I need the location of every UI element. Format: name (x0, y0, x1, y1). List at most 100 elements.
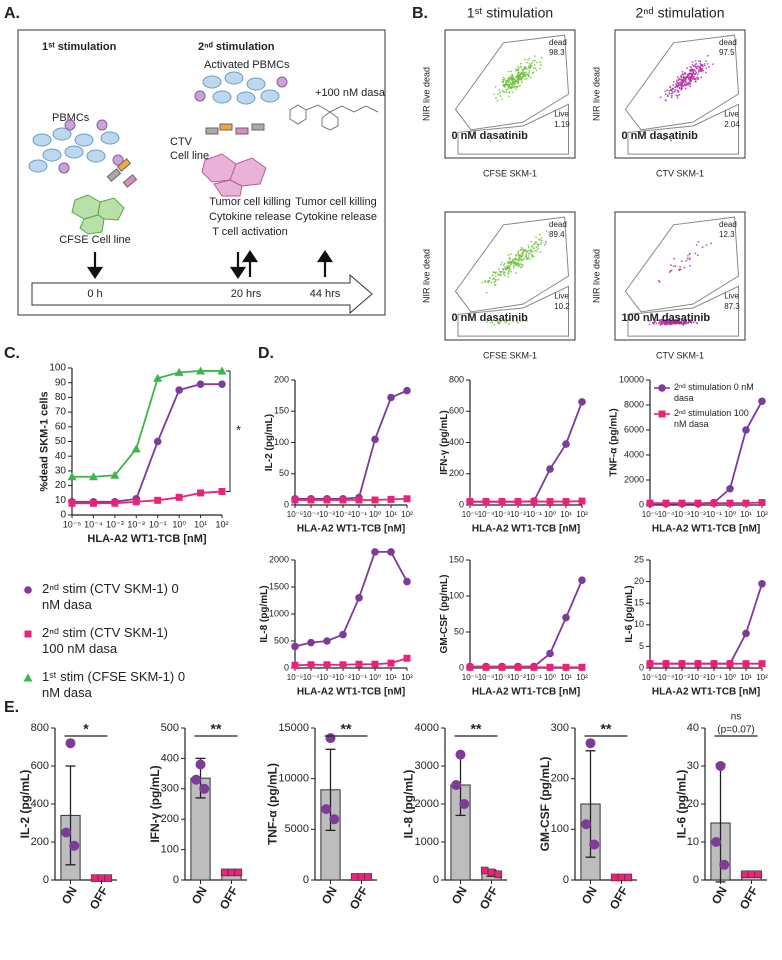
flow-event (544, 242, 547, 245)
y-axis-label: IL-8 (pg/mL) (259, 585, 270, 642)
flow-event (530, 65, 533, 68)
x-tick-label: 10² (401, 510, 413, 519)
marker (726, 660, 734, 668)
flow-event (511, 75, 514, 78)
flow-event (536, 61, 538, 64)
flow-event (502, 78, 505, 81)
flow-event (672, 265, 675, 268)
flow-event (506, 88, 508, 91)
flow-event (676, 82, 679, 84)
marker (758, 397, 766, 406)
y-tick-label: 1500 (269, 581, 289, 591)
flow-event (664, 93, 667, 96)
marker (403, 386, 411, 395)
flow-event (495, 319, 498, 322)
flow-event (530, 240, 533, 243)
marker (387, 393, 395, 402)
flow-event (517, 322, 519, 324)
replicate-point (581, 819, 592, 830)
category-label: OFF (347, 884, 371, 912)
x-axis-label: HLA-A2 WT1-TCB [nM] (652, 687, 760, 698)
significance-label: * (236, 423, 241, 438)
y-tick-label: 0 (639, 662, 644, 672)
flow-event (494, 283, 497, 286)
flow-event (683, 72, 686, 75)
flow-event (498, 140, 501, 143)
readout-44: Cytokine release (295, 211, 377, 223)
flow-event (517, 75, 519, 77)
x-tick-label: 10² (576, 510, 588, 519)
ctv-cells (201, 153, 267, 197)
flow-event (697, 60, 700, 63)
panel-label: C. (4, 345, 20, 362)
marker (482, 498, 490, 506)
flow-event (680, 89, 683, 91)
flow-event (494, 85, 497, 88)
flow-event (685, 78, 687, 81)
y-tick-label: 0 (173, 874, 179, 886)
flow-event (696, 65, 699, 68)
flow-event (494, 272, 497, 274)
marker (578, 663, 586, 671)
flow-event (681, 73, 684, 76)
replicate-point (227, 868, 236, 877)
flow-event (669, 88, 672, 91)
flow-event (535, 69, 538, 72)
flow-event (508, 323, 510, 325)
replicate-point (195, 759, 206, 770)
y-tick-label: 50 (279, 468, 289, 478)
x-axis-label: HLA-A2 WT1-TCB [nM] (297, 687, 405, 698)
flow-event (496, 99, 499, 102)
flow-event (517, 252, 520, 255)
series-line (72, 370, 222, 478)
series-line (295, 389, 408, 500)
y-axis-label: IL-2 (pg/mL) (264, 414, 275, 471)
marker (758, 579, 766, 588)
flow-event (691, 69, 694, 72)
flow-event (516, 66, 519, 68)
flow-event (512, 260, 514, 263)
marker (355, 594, 363, 602)
flow-event (485, 291, 488, 294)
replicate-point (494, 870, 503, 879)
marker (482, 663, 490, 671)
series-line (72, 383, 222, 503)
marker (371, 548, 379, 556)
x-tick-label: 10⁻⁵ (287, 673, 303, 682)
flow-event (509, 268, 512, 271)
y-tick-label: 40 (687, 722, 699, 734)
flow-event (481, 281, 483, 284)
flow-event (509, 253, 512, 256)
flow-event (681, 138, 683, 141)
replicate-point (65, 738, 76, 749)
flow-event (689, 264, 691, 267)
marker (131, 444, 141, 453)
x-axis-label: CFSE SKM-1 (483, 168, 537, 178)
flow-event (540, 239, 543, 242)
dead-gate (454, 216, 570, 313)
marker (578, 576, 586, 584)
y-tick-label: 15 (634, 598, 644, 608)
flow-event (514, 255, 517, 257)
flow-event (660, 318, 663, 321)
flow-event (676, 79, 678, 82)
flow-event (498, 268, 500, 270)
y-tick-label: 20 (634, 576, 644, 586)
flow-event (508, 79, 511, 82)
flow-event (511, 86, 514, 89)
flow-event (525, 249, 527, 251)
flow-event (692, 321, 695, 324)
flow-event (527, 256, 530, 259)
flow-event (517, 261, 520, 264)
flow-event (512, 258, 514, 261)
y-tick-label: 8000 (624, 399, 644, 409)
flow-event (537, 238, 540, 241)
flow-event (518, 256, 521, 259)
flow-event (501, 98, 504, 101)
flow-event (705, 60, 707, 63)
flow-event (497, 273, 499, 276)
series-line (650, 583, 763, 665)
flow-event (525, 67, 527, 70)
replicate-point (61, 827, 72, 838)
flow-event (528, 57, 531, 60)
